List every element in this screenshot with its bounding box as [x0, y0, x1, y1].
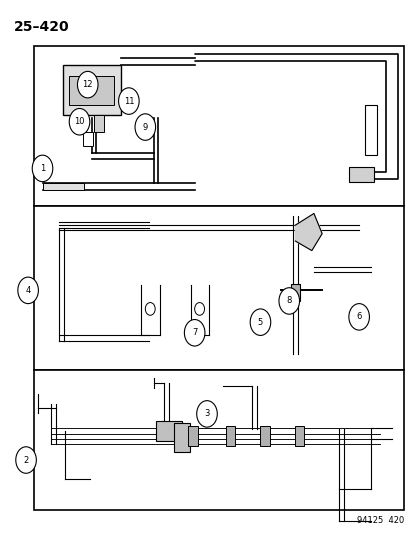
Bar	[188, 426, 197, 446]
Text: 4: 4	[26, 286, 31, 295]
Bar	[94, 115, 104, 132]
Circle shape	[32, 155, 53, 182]
Bar	[34, 370, 404, 511]
Text: 12: 12	[82, 80, 93, 89]
Circle shape	[69, 109, 90, 135]
Text: 9: 9	[142, 123, 147, 132]
Circle shape	[16, 447, 36, 473]
Text: 25–420: 25–420	[14, 20, 69, 34]
Circle shape	[145, 303, 155, 316]
Circle shape	[184, 319, 204, 346]
Bar	[69, 76, 114, 105]
Bar	[291, 284, 299, 301]
Bar	[174, 423, 189, 452]
Circle shape	[135, 114, 155, 140]
Text: 1: 1	[40, 164, 45, 173]
Circle shape	[194, 303, 204, 316]
Bar	[63, 65, 120, 115]
Text: 10: 10	[74, 117, 85, 126]
Circle shape	[249, 309, 270, 335]
Bar	[43, 183, 83, 190]
Text: 11: 11	[123, 96, 134, 106]
Bar	[260, 426, 269, 446]
Bar	[348, 167, 373, 182]
Text: 2: 2	[24, 456, 28, 465]
Text: 8: 8	[286, 296, 291, 305]
Circle shape	[196, 401, 217, 427]
Text: 6: 6	[356, 312, 361, 321]
Bar	[295, 426, 304, 446]
Bar	[34, 46, 404, 206]
Bar	[73, 115, 83, 132]
Bar	[225, 426, 234, 446]
Circle shape	[348, 304, 368, 330]
Bar	[83, 132, 93, 146]
Text: 3: 3	[204, 409, 209, 418]
Text: 94125  420: 94125 420	[356, 516, 404, 525]
Text: 7: 7	[192, 328, 197, 337]
Circle shape	[118, 88, 139, 114]
Bar	[34, 206, 404, 370]
Circle shape	[77, 71, 98, 98]
Polygon shape	[295, 214, 321, 251]
Circle shape	[278, 288, 299, 314]
Circle shape	[18, 277, 38, 304]
Text: 5: 5	[257, 318, 262, 327]
Bar	[155, 421, 182, 441]
Bar	[364, 105, 376, 155]
